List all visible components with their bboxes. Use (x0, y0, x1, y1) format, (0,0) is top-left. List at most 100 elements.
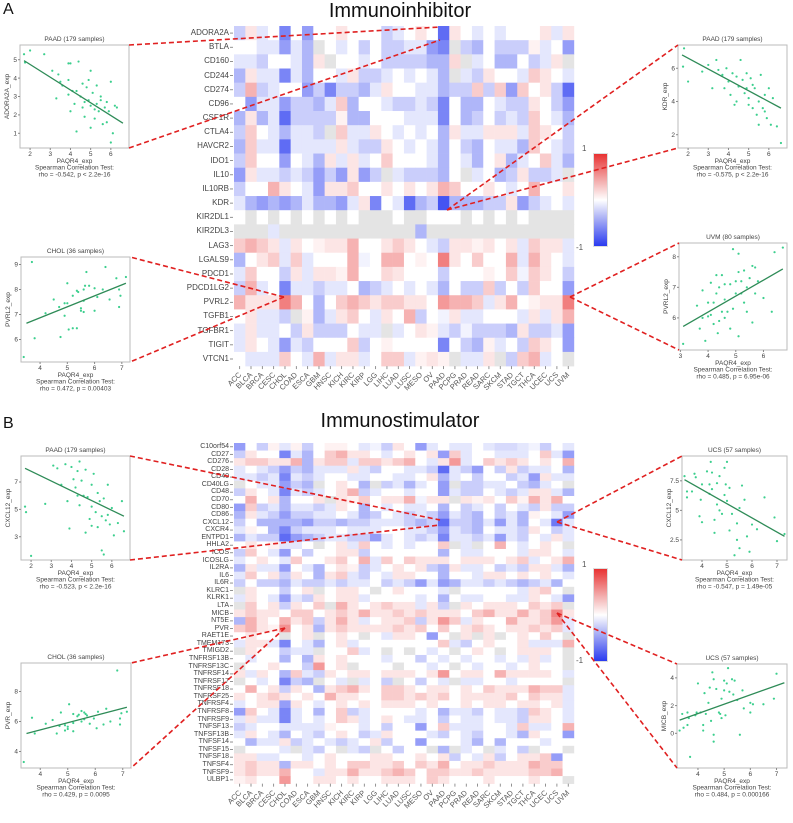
heatmap-cell (392, 295, 405, 310)
heatmap-cell (437, 564, 450, 572)
heatmap-cell (483, 266, 495, 282)
heatmap-cell (539, 685, 552, 694)
heatmap-cell (290, 181, 303, 197)
data-point (29, 554, 33, 557)
heatmap-cell (517, 571, 529, 580)
data-point (738, 547, 741, 550)
heatmap-cell (290, 571, 303, 580)
heatmap-cell (324, 700, 337, 709)
heatmap-cell (539, 533, 552, 542)
heatmap-cell (449, 458, 461, 467)
heatmap-cell (562, 210, 575, 225)
heatmap-cell (426, 224, 439, 239)
heatmap-cell (324, 443, 337, 451)
heatmap-cell (528, 609, 541, 618)
heatmap-cell (460, 541, 473, 550)
heatmap-cell (358, 685, 371, 694)
heatmap-cell (415, 281, 427, 296)
heatmap-cell (494, 730, 507, 739)
heatmap-cell (483, 594, 495, 603)
heatmap-cell (415, 617, 427, 625)
heatmap-cell (358, 196, 371, 211)
heatmap-cell (279, 768, 291, 777)
data-point (101, 122, 104, 126)
data-point (95, 727, 98, 730)
data-point (96, 526, 99, 529)
heatmap-cell (290, 670, 303, 678)
heatmap-cell (460, 266, 473, 282)
heatmap-cell (290, 309, 303, 324)
y-tick-label: 8 (14, 689, 18, 696)
x-tick-label: 7 (775, 563, 779, 570)
heatmap-cell (505, 677, 518, 686)
data-point (735, 522, 739, 525)
heatmap-cell (290, 351, 303, 367)
heatmap-cell (539, 309, 552, 324)
heatmap-cell (381, 252, 393, 268)
heatmap-cell (290, 337, 303, 353)
y-tick-label: 4 (671, 99, 675, 106)
data-point (695, 304, 699, 307)
heatmap-cell (460, 609, 473, 618)
heatmap-cell (324, 768, 337, 777)
heatmap-cell (369, 685, 382, 694)
heatmap-cell (517, 541, 529, 550)
heatmap-cell (460, 526, 473, 535)
data-point (77, 290, 80, 294)
heatmap-cell (517, 252, 529, 268)
heatmap-cell (381, 571, 393, 580)
heatmap-cell (505, 309, 518, 324)
heatmap-cell (392, 443, 405, 451)
heatmap-cell (528, 617, 541, 625)
heatmap-cell (301, 601, 314, 610)
heatmap-cell (267, 768, 280, 777)
heatmap-cell (505, 745, 518, 754)
heatmap-cell (517, 465, 529, 474)
heatmap-cell (437, 601, 450, 610)
x-tick-label: 5 (90, 563, 94, 570)
heatmap-cell (369, 670, 382, 678)
heatmap-cell (562, 224, 575, 239)
x-axis-label: PAQR4_exp (57, 158, 93, 165)
heatmap-cell (505, 295, 518, 310)
heatmap-cell (290, 738, 303, 747)
heatmap-cell (483, 730, 495, 739)
heatmap-cell (369, 309, 382, 324)
heatmap-cell (426, 662, 439, 671)
data-point (88, 284, 91, 287)
heatmap-cell (449, 647, 461, 656)
heatmap-cell (539, 760, 552, 769)
heatmap-cell (369, 594, 382, 603)
heatmap-cell (256, 564, 269, 572)
heatmap-cell (426, 768, 439, 777)
heatmap-cell (335, 594, 348, 603)
heatmap-cell (415, 252, 427, 268)
heatmap-cell (460, 776, 473, 784)
data-point (712, 322, 715, 326)
heatmap-cell (335, 601, 348, 610)
y-tick-label: 6 (14, 719, 18, 726)
heatmap-cell (471, 488, 484, 497)
data-point (93, 108, 96, 111)
heatmap-cell (313, 224, 325, 239)
heatmap-cell (290, 609, 303, 618)
heatmap-cell (324, 760, 337, 769)
heatmap-cell (324, 564, 337, 572)
data-point (767, 87, 770, 90)
heatmap-cell (551, 776, 563, 784)
heatmap-cell (301, 776, 314, 784)
heatmap-cell (528, 632, 541, 641)
heatmap-cell (449, 238, 461, 254)
data-point (725, 67, 728, 70)
heatmap-cell (449, 632, 461, 641)
heatmap-cell (392, 224, 405, 239)
heatmap-cell (234, 594, 246, 603)
heatmap-cell (415, 323, 427, 339)
test-name: Spearman Correlation Test: (695, 577, 774, 584)
heatmap-cell (505, 609, 518, 618)
plot-frame (20, 256, 131, 363)
heatmap-cell (517, 594, 529, 603)
heatmap-cell (358, 586, 371, 595)
heatmap-cell (415, 654, 427, 663)
data-point (55, 97, 58, 100)
